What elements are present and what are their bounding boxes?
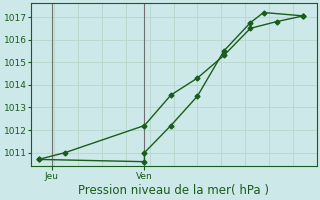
X-axis label: Pression niveau de la mer( hPa ): Pression niveau de la mer( hPa ) [78,184,269,197]
